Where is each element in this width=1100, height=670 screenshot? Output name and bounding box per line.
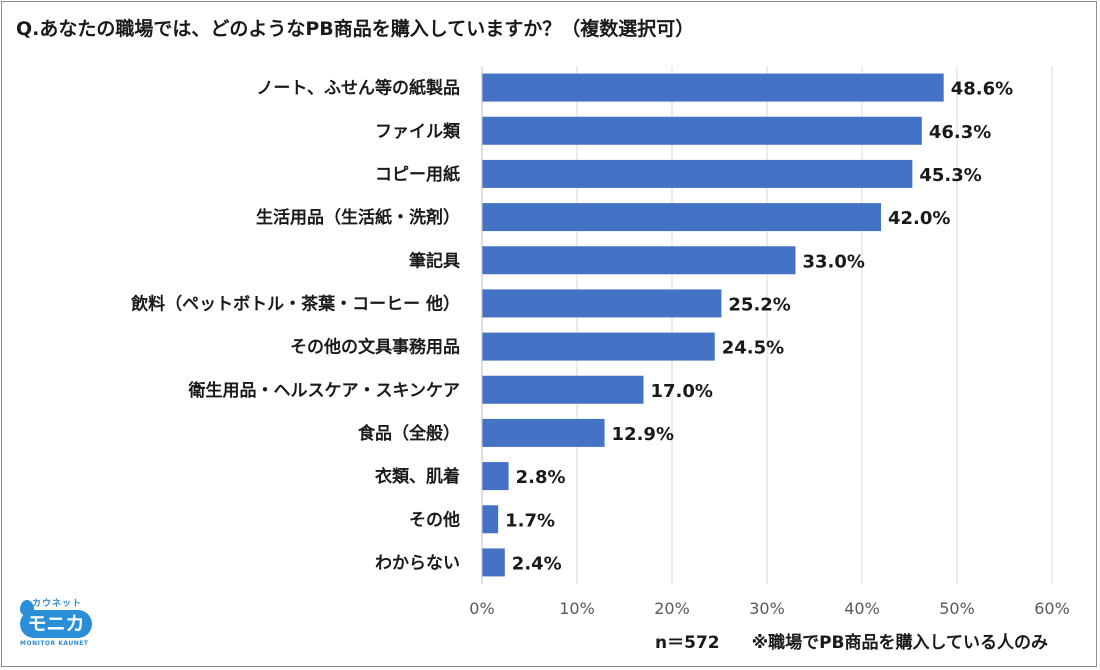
category-label: 生活用品（生活紙・洗剤） xyxy=(256,207,460,228)
data-label: 25.2% xyxy=(728,294,790,315)
category-label: その他 xyxy=(409,509,460,530)
category-label: その他の文具事務用品 xyxy=(290,337,460,358)
logo-main-text: モニカ xyxy=(20,610,92,638)
data-label: 33.0% xyxy=(803,251,865,272)
footnote: n＝572 ※職場でPB商品を購入している人のみ xyxy=(655,628,1048,653)
data-label: 45.3% xyxy=(919,165,981,186)
bar xyxy=(482,462,509,491)
category-label: ノート、ふせん等の紙製品 xyxy=(256,78,460,99)
data-label: 12.9% xyxy=(612,424,674,445)
data-label: 2.8% xyxy=(516,467,566,488)
logo-top-text: カウネット xyxy=(32,599,83,609)
bar xyxy=(482,159,913,188)
chart-title: Q.あなたの職場では、どのようなPB商品を購入していますか？（複数選択可） xyxy=(16,18,695,40)
category-label: 筆記具 xyxy=(409,250,460,271)
bar xyxy=(482,116,922,145)
bar xyxy=(482,375,644,404)
category-label: わからない xyxy=(375,553,460,573)
monika-logo: カウネット モニカ MONITOR KAUNET xyxy=(20,596,100,650)
category-label: ファイル類 xyxy=(375,122,461,142)
data-label: 48.6% xyxy=(951,79,1013,100)
category-label: 飲料（ペットボトル・茶葉・コーヒー 他） xyxy=(130,293,460,314)
bar xyxy=(482,505,499,534)
x-tick-label: 30% xyxy=(749,599,785,618)
logo-sub-text: MONITOR KAUNET xyxy=(20,640,89,647)
bar xyxy=(482,418,605,447)
data-label: 42.0% xyxy=(888,208,950,229)
category-label: 食品（全般） xyxy=(358,423,460,444)
x-tick-label: 60% xyxy=(1034,599,1070,618)
x-tick-label: 50% xyxy=(939,599,975,618)
data-label: 1.7% xyxy=(505,510,555,531)
x-tick-label: 0% xyxy=(469,599,494,618)
category-label: 衣類、肌着 xyxy=(375,466,460,487)
bar xyxy=(482,73,944,102)
bar xyxy=(482,289,722,318)
bar xyxy=(482,332,715,361)
data-label: 2.4% xyxy=(512,553,562,574)
category-label: 衛生用品・ヘルスケア・スキンケア xyxy=(188,380,461,401)
sample-size-note: n＝572 xyxy=(655,633,720,653)
x-tick-label: 10% xyxy=(559,599,595,618)
category-label: コピー用紙 xyxy=(375,164,460,185)
respondent-note: ※職場でPB商品を購入している人のみ xyxy=(751,633,1048,653)
bar xyxy=(482,203,881,232)
data-label: 17.0% xyxy=(651,381,713,402)
x-tick-label: 20% xyxy=(654,599,690,618)
data-label: 46.3% xyxy=(929,122,991,143)
bar xyxy=(482,246,796,275)
x-tick-label: 40% xyxy=(844,599,880,618)
data-label: 24.5% xyxy=(722,338,784,359)
bar xyxy=(482,548,505,577)
